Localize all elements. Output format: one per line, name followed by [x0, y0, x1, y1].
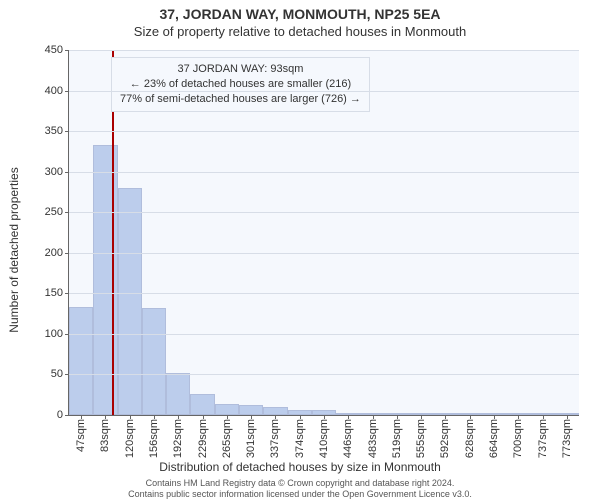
- grid-line: [69, 293, 579, 294]
- credit-line-1: Contains HM Land Registry data © Crown c…: [146, 478, 455, 488]
- page-subtitle: Size of property relative to detached ho…: [0, 22, 600, 39]
- annotation-line-3: 77% of semi-detached houses are larger (…: [120, 92, 361, 107]
- grid-line: [69, 131, 579, 132]
- plot-wrap: 37 JORDAN WAY: 93sqm ← 23% of detached h…: [68, 50, 578, 415]
- x-tick-label: 519sqm: [391, 419, 403, 458]
- y-tick-label: 350: [45, 125, 63, 137]
- x-tick-label: 410sqm: [318, 419, 330, 458]
- grid-line: [69, 374, 579, 375]
- y-tick: [65, 131, 69, 132]
- credit-line-2: Contains public sector information licen…: [128, 489, 472, 499]
- bar: [166, 373, 190, 415]
- x-tick-label: 192sqm: [172, 419, 184, 458]
- bar: [239, 405, 263, 415]
- x-tick-label: 301sqm: [245, 419, 257, 458]
- annotation-line-1: 37 JORDAN WAY: 93sqm: [120, 62, 361, 77]
- x-tick-label: 120sqm: [124, 419, 136, 458]
- y-tick-label: 50: [51, 368, 63, 380]
- y-tick: [65, 91, 69, 92]
- x-tick-label: 229sqm: [197, 419, 209, 458]
- plot-area: 37 JORDAN WAY: 93sqm ← 23% of detached h…: [68, 50, 579, 416]
- grid-line: [69, 91, 579, 92]
- y-tick: [65, 253, 69, 254]
- y-tick-label: 0: [57, 409, 63, 421]
- x-tick-label: 47sqm: [75, 419, 87, 452]
- x-tick-label: 483sqm: [367, 419, 379, 458]
- y-tick: [65, 172, 69, 173]
- y-tick-label: 100: [45, 328, 63, 340]
- chart-container: 37, JORDAN WAY, MONMOUTH, NP25 5EA Size …: [0, 0, 600, 500]
- x-tick-label: 592sqm: [439, 419, 451, 458]
- y-tick-label: 450: [45, 44, 63, 56]
- grid-line: [69, 212, 579, 213]
- grid-line: [69, 50, 579, 51]
- x-tick-label: 664sqm: [488, 419, 500, 458]
- y-tick-label: 250: [45, 206, 63, 218]
- grid-line: [69, 334, 579, 335]
- x-tick-label: 737sqm: [537, 419, 549, 458]
- x-tick-label: 628sqm: [464, 419, 476, 458]
- grid-line: [69, 172, 579, 173]
- bar: [118, 188, 142, 415]
- x-tick-label: 374sqm: [294, 419, 306, 458]
- y-tick: [65, 374, 69, 375]
- annotation-line-2: ← 23% of detached houses are smaller (21…: [120, 77, 361, 92]
- x-tick-label: 337sqm: [269, 419, 281, 458]
- x-tick-label: 83sqm: [99, 419, 111, 452]
- y-tick: [65, 50, 69, 51]
- y-axis-label: Number of detached properties: [7, 167, 21, 332]
- x-axis-label: Distribution of detached houses by size …: [159, 460, 441, 474]
- x-tick-label: 446sqm: [342, 419, 354, 458]
- y-tick: [65, 212, 69, 213]
- x-tick-label: 156sqm: [148, 419, 160, 458]
- annotation-box: 37 JORDAN WAY: 93sqm ← 23% of detached h…: [111, 57, 370, 112]
- x-tick-label: 555sqm: [415, 419, 427, 458]
- y-tick-label: 300: [45, 166, 63, 178]
- y-tick: [65, 415, 69, 416]
- y-tick-label: 400: [45, 85, 63, 97]
- y-tick-label: 200: [45, 247, 63, 259]
- y-tick: [65, 334, 69, 335]
- grid-line: [69, 253, 579, 254]
- bar: [69, 307, 93, 415]
- bar: [215, 404, 239, 415]
- x-tick-label: 265sqm: [221, 419, 233, 458]
- bar: [190, 394, 214, 415]
- x-tick-label: 700sqm: [512, 419, 524, 458]
- y-tick-label: 150: [45, 287, 63, 299]
- page-title: 37, JORDAN WAY, MONMOUTH, NP25 5EA: [0, 0, 600, 22]
- bar: [142, 308, 166, 415]
- x-tick-label: 773sqm: [561, 419, 573, 458]
- bar: [263, 407, 287, 415]
- y-tick: [65, 293, 69, 294]
